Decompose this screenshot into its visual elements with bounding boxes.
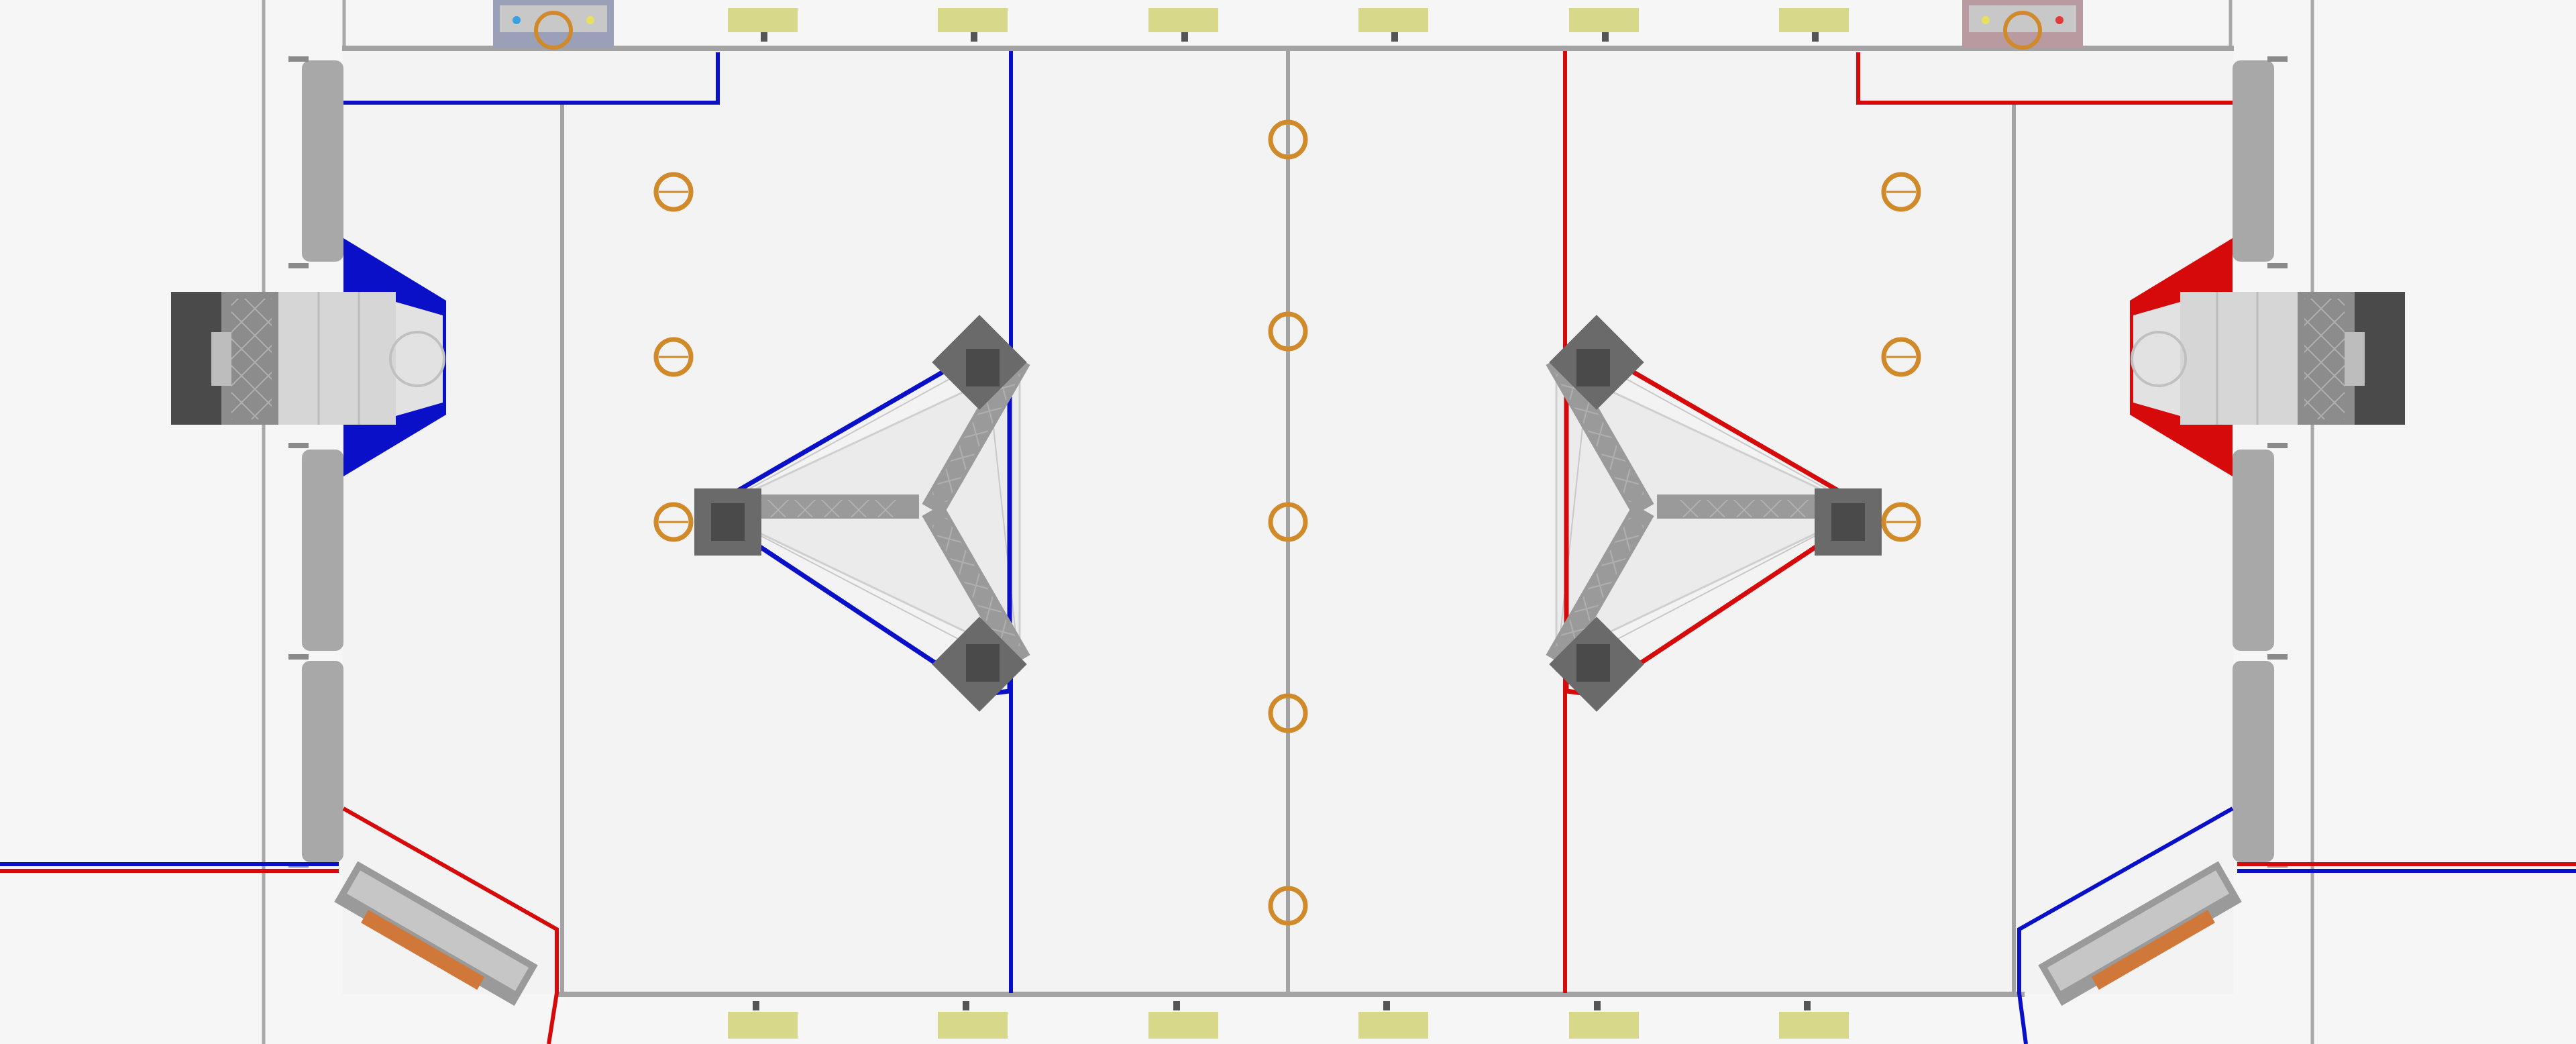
right-alliance-stripes [2237, 862, 2576, 873]
centerline-notes [1268, 119, 1308, 926]
note-icon [1268, 502, 1308, 542]
blue-amp-zone [343, 52, 720, 105]
note-icon [1268, 886, 1308, 926]
note-icon [653, 172, 694, 212]
blue-wing-notes [653, 172, 694, 542]
left-wall-segments [288, 56, 343, 868]
blue-source-zone-right [2017, 806, 2234, 1044]
note-icon [1268, 693, 1308, 733]
note-icon [1268, 119, 1308, 160]
top-marker-posts [761, 32, 1819, 42]
red-stage [1546, 315, 1882, 712]
red-source-zone-left [342, 806, 559, 1044]
top-wall [342, 46, 2234, 51]
bottom-wall [555, 992, 2025, 997]
blue-speaker [171, 238, 446, 476]
note-icon [1268, 311, 1308, 352]
note-icon [653, 337, 694, 377]
amp-note-icon [534, 11, 573, 50]
top-bumper-markers [728, 8, 1849, 32]
bottom-marker-posts [753, 1001, 1811, 1010]
note-icon [653, 502, 694, 542]
amp-note-icon [2003, 11, 2042, 50]
bottom-bumper-markers [728, 1012, 1849, 1039]
red-wing-notes [1881, 172, 1921, 542]
red-speaker [2130, 238, 2405, 476]
note-icon [1881, 337, 1921, 377]
blue-stage [694, 315, 1030, 712]
red-amp-zone [1856, 52, 2233, 105]
note-icon [1881, 172, 1921, 212]
left-alliance-stripes [0, 862, 339, 873]
blue-amp [493, 0, 614, 50]
note-center-bars [659, 191, 1916, 523]
blue-source [334, 861, 538, 1006]
note-icon [1881, 502, 1921, 542]
right-wall-segments [2233, 56, 2288, 868]
red-source [2038, 861, 2242, 1006]
red-amp [1962, 0, 2083, 50]
